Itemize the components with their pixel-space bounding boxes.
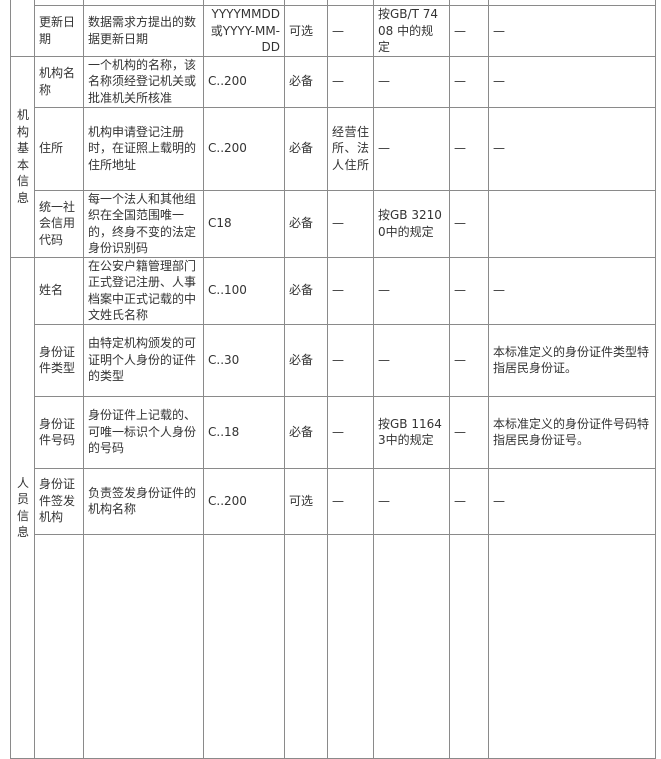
element-note: — [488,467,656,535]
element-synonym: — [327,256,374,325]
empty-cell [488,0,656,6]
element-description: 负责签发身份证件的机构名称 [83,467,204,535]
element-format: C18 [203,189,285,258]
table-row: 身份证件号码 身份证件上记载的、可唯一标识个人身份的号码 C..18 必备 — 按GB 1… [11,395,656,469]
empty-cell [203,533,285,759]
element-description: 在公安户籍管理部门正式登记注册、人事档案中正式记载的中文姓氏名称 [83,256,204,325]
element-note: 本标准定义的身份证件号码特指居民身份证号。 [488,395,656,469]
element-relation: — [449,106,489,191]
element-name: 机构名称 [34,55,84,108]
element-value-domain: 按GB 11643中的规定 [373,395,450,469]
element-value-domain: — [373,256,450,325]
element-format: C..18 [203,395,285,469]
element-synonym: — [327,189,374,258]
element-name: 住所 [34,106,84,191]
element-format: YYYYMMDD或YYYY-MM-DD [203,5,285,57]
table-row: 机构基本信息 机构名称 一个机构的名称，该名称须经登记机关或批准机关所核准 C..20… [10,55,656,258]
table-row: 身份证件签发机构 负责签发身份证件的机构名称 C..200 可选 — — — — [11,467,656,535]
element-synonym: — [327,467,374,535]
table-row: 身份证件类型 由特定机构颁发的可证明个人身份的证件的类型 C..30 必备 — — — 本标准… [11,323,656,397]
element-relation: — [449,5,489,57]
element-obligation: 必备 [284,55,328,108]
element-description: 数据需求方提出的数据更新日期 [83,5,204,57]
element-synonym: — [327,395,374,469]
empty-cell [327,533,374,759]
element-description: 机构申请登记注册时，在证照上载明的住所地址 [83,106,204,191]
empty-cell [488,533,656,759]
empty-cell [284,533,328,759]
table-row: 人员信息 姓名 在公安户籍管理部门正式登记注册、人事档案中正式记载的中文姓氏名称 C.… [10,256,656,759]
element-value-domain: — [373,323,450,397]
element-obligation: 可选 [284,467,328,535]
element-synonym: — [327,5,374,57]
element-description: 一个机构的名称，该名称须经登记机关或批准机关所核准 [83,55,204,108]
table-row-partial [11,533,656,759]
element-note: — [488,256,656,325]
element-format: C..30 [203,323,285,397]
element-format: C..200 [203,106,285,191]
element-value-domain: — [373,55,450,108]
element-name: 姓名 [34,256,84,325]
element-value-domain: 按GB 32100中的规定 [373,189,450,258]
element-obligation: 可选 [284,5,328,57]
element-relation: — [449,256,489,325]
element-obligation: 必备 [284,106,328,191]
table-row-partial [10,0,656,57]
element-note: 本标准定义的身份证件类型特指居民身份证。 [488,323,656,397]
group-cell [10,0,35,57]
element-name: 身份证件签发机构 [34,467,84,535]
element-description: 由特定机构颁发的可证明个人身份的证件的类型 [83,323,204,397]
element-name: 身份证件号码 [34,395,84,469]
element-description: 身份证件上记载的、可唯一标识个人身份的号码 [83,395,204,469]
element-value-domain: 按GB/T 7408 中的规定 [373,5,450,57]
element-format: C..200 [203,55,285,108]
element-note: — [488,106,656,191]
element-format: C..100 [203,256,285,325]
table-row: 更新日期 数据需求方提出的数据更新日期 YYYYMMDD或YYYY-MM-DD 可选 —… [11,5,656,57]
group-label-person: 人员信息 [10,256,35,759]
element-name: 更新日期 [34,5,84,57]
element-note: — [488,55,656,108]
element-relation: — [449,395,489,469]
element-description: 每一个法人和其他组织在全国范围唯一的，终身不变的法定身份识别码 [83,189,204,258]
element-relation: — [449,467,489,535]
element-synonym: — [327,323,374,397]
element-value-domain: — [373,467,450,535]
element-obligation: 必备 [284,323,328,397]
element-relation: — [449,323,489,397]
table-row: 统一社会信用代码 每一个法人和其他组织在全国范围唯一的，终身不变的法定身份识别码 C… [11,189,656,258]
element-note: — [488,5,656,57]
element-name: 身份证件类型 [34,323,84,397]
element-obligation: 必备 [284,189,328,258]
element-format: C..200 [203,467,285,535]
element-synonym: — [327,55,374,108]
element-obligation: 必备 [284,256,328,325]
empty-cell [449,533,489,759]
data-element-table: 更新日期 数据需求方提出的数据更新日期 YYYYMMDD或YYYY-MM-DD 可选 —… [10,0,656,759]
element-relation: — [449,55,489,108]
empty-cell [83,533,204,759]
element-name: 统一社会信用代码 [34,189,84,258]
group-label-org: 机构基本信息 [10,55,35,258]
element-value-domain: — [373,106,450,191]
element-note [488,189,656,258]
table-row: 住所 机构申请登记注册时，在证照上载明的住所地址 C..200 必备 经营住所、法人住所… [11,106,656,191]
element-obligation: 必备 [284,395,328,469]
element-relation: — [449,189,489,258]
empty-cell [34,533,84,759]
empty-cell [373,533,450,759]
element-synonym: 经营住所、法人住所 [327,106,374,191]
